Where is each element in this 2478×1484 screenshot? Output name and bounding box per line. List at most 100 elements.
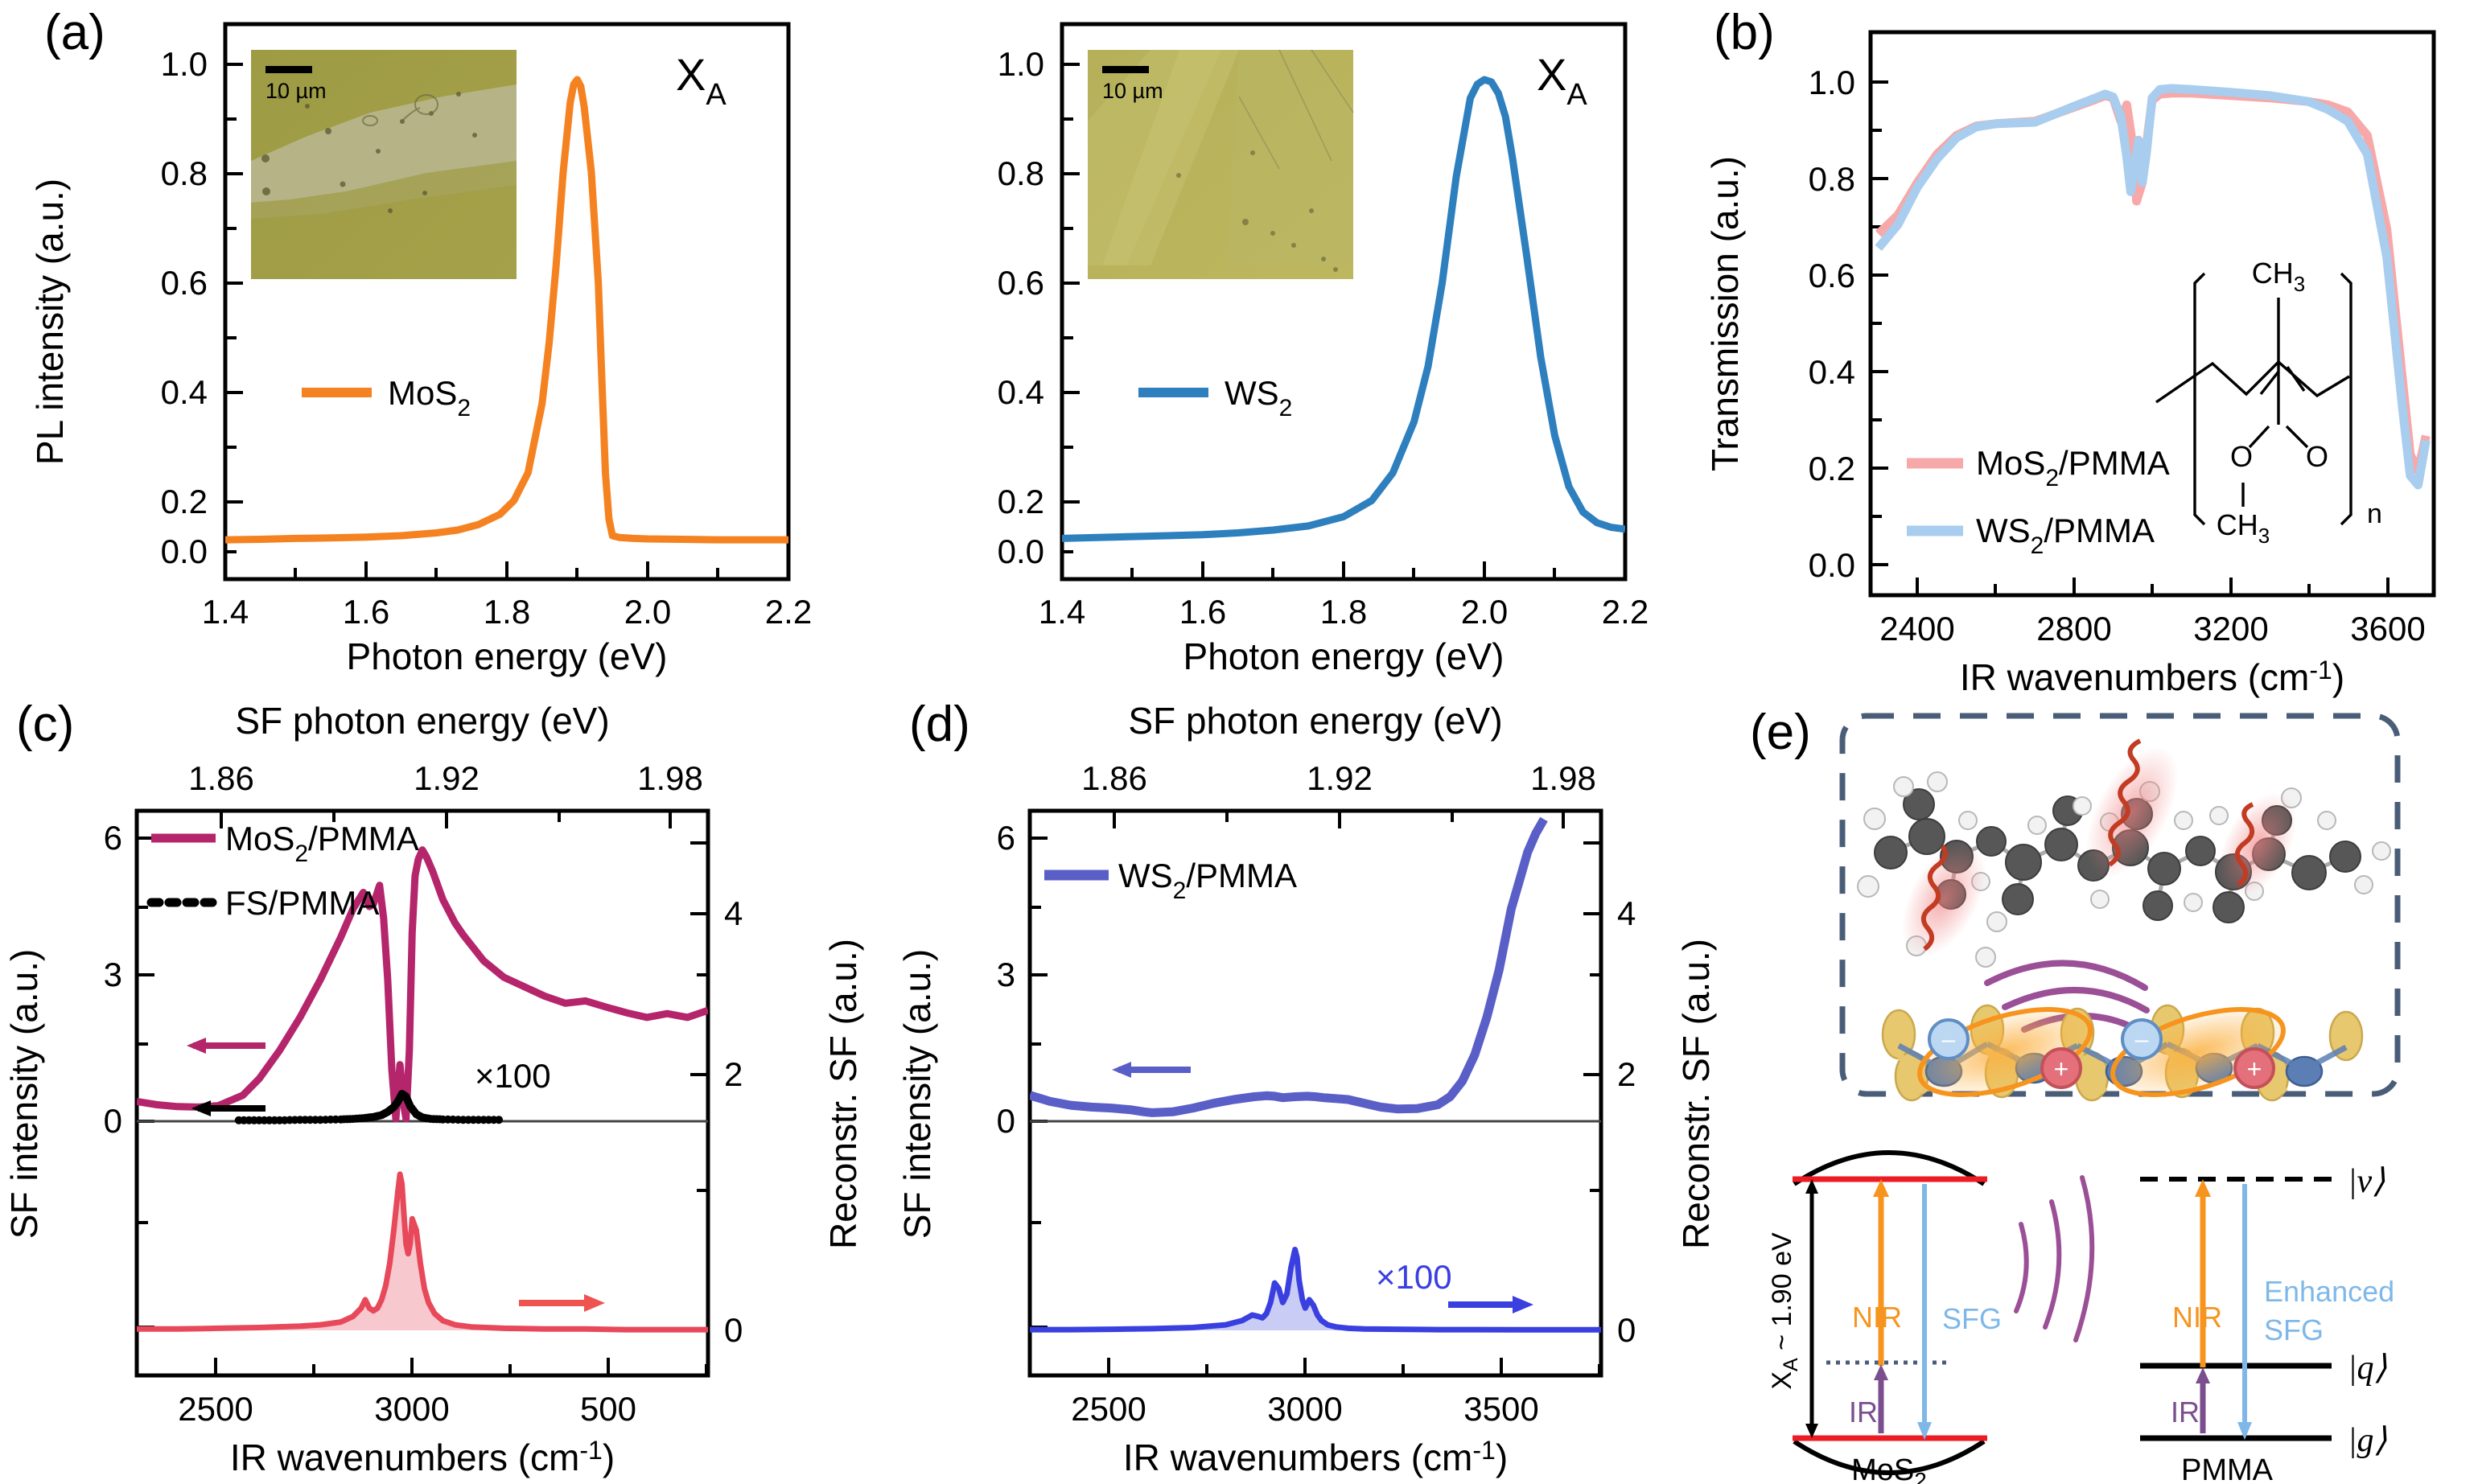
panel-a-left-yticks: 1.0 0.8 0.6 0.4 0.2 0.0 [161, 45, 208, 570]
panel-c-top-xticks: 1.86 1.92 1.98 [188, 759, 703, 797]
panel-e-right-ir-label: IR [2171, 1396, 2200, 1429]
svg-text:2: 2 [724, 1055, 743, 1093]
svg-text:0.4: 0.4 [161, 373, 208, 411]
svg-text:0.0: 0.0 [161, 532, 208, 570]
svg-text:0.2: 0.2 [161, 483, 208, 520]
svg-text:1.4: 1.4 [1039, 593, 1085, 631]
panel-a-left-xticks: 1.4 1.6 1.8 2.0 2.2 [202, 593, 812, 631]
panel-e-exciton-icon: – + – + [1917, 1007, 2286, 1097]
svg-text:MoS2/PMMA: MoS2/PMMA [225, 820, 419, 867]
panel-c-arrow-right-red [519, 1294, 605, 1312]
panel-a-left-xlabel: Photon energy (eV) [347, 635, 668, 677]
panel-c-left-yticks: 6 3 0 [104, 819, 122, 1140]
panel-b-curve-mos2 [1875, 88, 2431, 475]
panel-d-top-axis-label: SF photon energy (eV) [1128, 700, 1502, 742]
panel-e-state-q-label: |q⟩ [2348, 1350, 2387, 1387]
panel-b-legend: MoS2/PMMA WS2/PMMA [1907, 444, 2170, 559]
svg-text:0.6: 0.6 [161, 264, 208, 302]
panel-e-gap-label: XA ~ 1.90 eV [1767, 1232, 1802, 1390]
svg-text:4: 4 [1617, 894, 1636, 932]
svg-text:0.2: 0.2 [998, 483, 1044, 520]
panel-d-recon-curve [1030, 1247, 1601, 1333]
panel-c-curve-fs-pmma [234, 1090, 504, 1124]
svg-text:MoS2/PMMA: MoS2/PMMA [1976, 444, 2170, 491]
panel-b-label: (b) [1714, 5, 1775, 60]
svg-text:6: 6 [997, 819, 1015, 857]
svg-text:2.0: 2.0 [1461, 593, 1508, 631]
panel-e-hole-label: + [2054, 1054, 2069, 1083]
panel-c-scale-annotation: ×100 [475, 1057, 551, 1095]
svg-text:4: 4 [724, 894, 743, 932]
panel-a-left-legend: MoS2 [302, 374, 471, 421]
panel-e-right-system-label: PMMA [2181, 1453, 2274, 1484]
panel-d-label: (d) [909, 697, 970, 752]
svg-text:1.4: 1.4 [202, 593, 249, 631]
panel-c-curve-mos2-pmma [137, 846, 708, 1123]
panel-d-left-ylabel: SF intensity (a.u.) [896, 949, 938, 1239]
svg-text:3500: 3500 [1463, 1390, 1538, 1428]
panel-c-arrow-left-magenta [187, 1038, 266, 1054]
svg-text:WS2: WS2 [1225, 374, 1292, 421]
panel-a-left-curve [225, 76, 788, 544]
svg-text:0.8: 0.8 [1809, 160, 1855, 198]
panel-a-right-curve [1062, 76, 1625, 542]
svg-text:0.0: 0.0 [998, 532, 1044, 570]
svg-text:0.4: 0.4 [998, 373, 1044, 411]
svg-text:0.0: 0.0 [1809, 546, 1855, 584]
svg-text:2400: 2400 [1879, 610, 1954, 647]
panel-b-curve-ws2 [1875, 84, 2431, 490]
svg-text:1.86: 1.86 [188, 759, 254, 797]
panel-e-state-v-label: |v⟩ [2348, 1163, 2385, 1200]
svg-text:2.0: 2.0 [624, 593, 671, 631]
panel-e-schematic: – + – + XA ~ 1.90 eV [1767, 713, 2401, 1484]
panel-e-state-g-label: |g⟩ [2348, 1422, 2387, 1459]
svg-text:WS2/PMMA: WS2/PMMA [1976, 512, 2155, 559]
svg-text:3000: 3000 [374, 1390, 449, 1428]
panel-a-right-chart: 1.0 0.8 0.6 0.4 0.2 0.0 [998, 22, 1649, 677]
panel-d-left-yticks: 6 3 0 [997, 819, 1015, 1140]
panel-c-right-ylabel: Reconstr. SF (a.u.) [822, 939, 864, 1249]
svg-text:3: 3 [997, 956, 1015, 993]
svg-text:500: 500 [580, 1390, 636, 1428]
svg-text:0.6: 0.6 [998, 264, 1044, 302]
panel-c-chart: SF photon energy (eV) 1.86 1.92 1.98 2 50… [3, 700, 864, 1478]
panel-d-curve-ws2-pmma [1030, 816, 1548, 1117]
panel-a-left-scalebar-label: 10 µm [266, 79, 327, 103]
panel-a-left-chart: PL intensity (a.u.) 1.0 0.8 0.6 0.4 0.2 … [29, 22, 812, 677]
panel-b-inset-n: n [2367, 499, 2382, 529]
panel-e-left-ir-label: IR [1849, 1396, 1878, 1429]
svg-text:1.0: 1.0 [161, 45, 208, 83]
svg-text:0.8: 0.8 [998, 154, 1044, 192]
svg-text:0.2: 0.2 [1809, 450, 1855, 487]
svg-text:1.92: 1.92 [414, 759, 480, 797]
panel-a-right-xlabel: Photon energy (eV) [1183, 635, 1504, 677]
panel-d-arrow-right-blue [1448, 1296, 1533, 1313]
panel-e-levels-coupling-icon [2014, 1175, 2095, 1342]
panel-e-left-sfg-label: SFG [1942, 1302, 2002, 1335]
panel-b-pmma-structure-inset [2155, 272, 2352, 526]
svg-text:2.2: 2.2 [1602, 593, 1649, 631]
svg-text:1.0: 1.0 [1809, 64, 1855, 101]
panel-b-inset-ch3-bottom: CH3 [2217, 508, 2270, 548]
panel-b-inset-o-right: O [2306, 440, 2328, 473]
panel-a: (a) PL intensity (a.u.) 1.0 0.8 0.6 0.4 … [0, 0, 1714, 678]
panel-a-right-peak-annotation: XA [1537, 49, 1587, 112]
panel-c-top-axis-label: SF photon energy (eV) [235, 700, 609, 742]
svg-text:–: – [2135, 1026, 2149, 1053]
svg-text:2.2: 2.2 [765, 593, 812, 631]
svg-text:1.86: 1.86 [1081, 759, 1147, 797]
svg-text:2500: 2500 [1071, 1390, 1146, 1428]
svg-text:WS2/PMMA: WS2/PMMA [1118, 857, 1297, 904]
svg-text:2800: 2800 [2036, 610, 2111, 647]
panel-c-recon-fill [137, 1174, 708, 1330]
panel-d-arrow-left-blue [1112, 1062, 1191, 1078]
svg-text:1.0: 1.0 [998, 45, 1044, 83]
panel-c-bottom-xlabel: IR wavenumbers (cm-1) [230, 1436, 615, 1478]
panel-d-legend: WS2/PMMA [1044, 857, 1297, 904]
svg-text:1.98: 1.98 [1530, 759, 1596, 797]
svg-text:0.8: 0.8 [161, 154, 208, 192]
panel-a-right-legend: WS2 [1138, 374, 1292, 421]
panel-e-levels-right: |v⟩ |q⟩ |g⟩ NIR Enhanced SFG IR PMMA [2140, 1163, 2394, 1484]
panel-d-top-xticks: 1.86 1.92 1.98 [1081, 759, 1596, 797]
svg-text:FS/PMMA: FS/PMMA [225, 884, 379, 922]
